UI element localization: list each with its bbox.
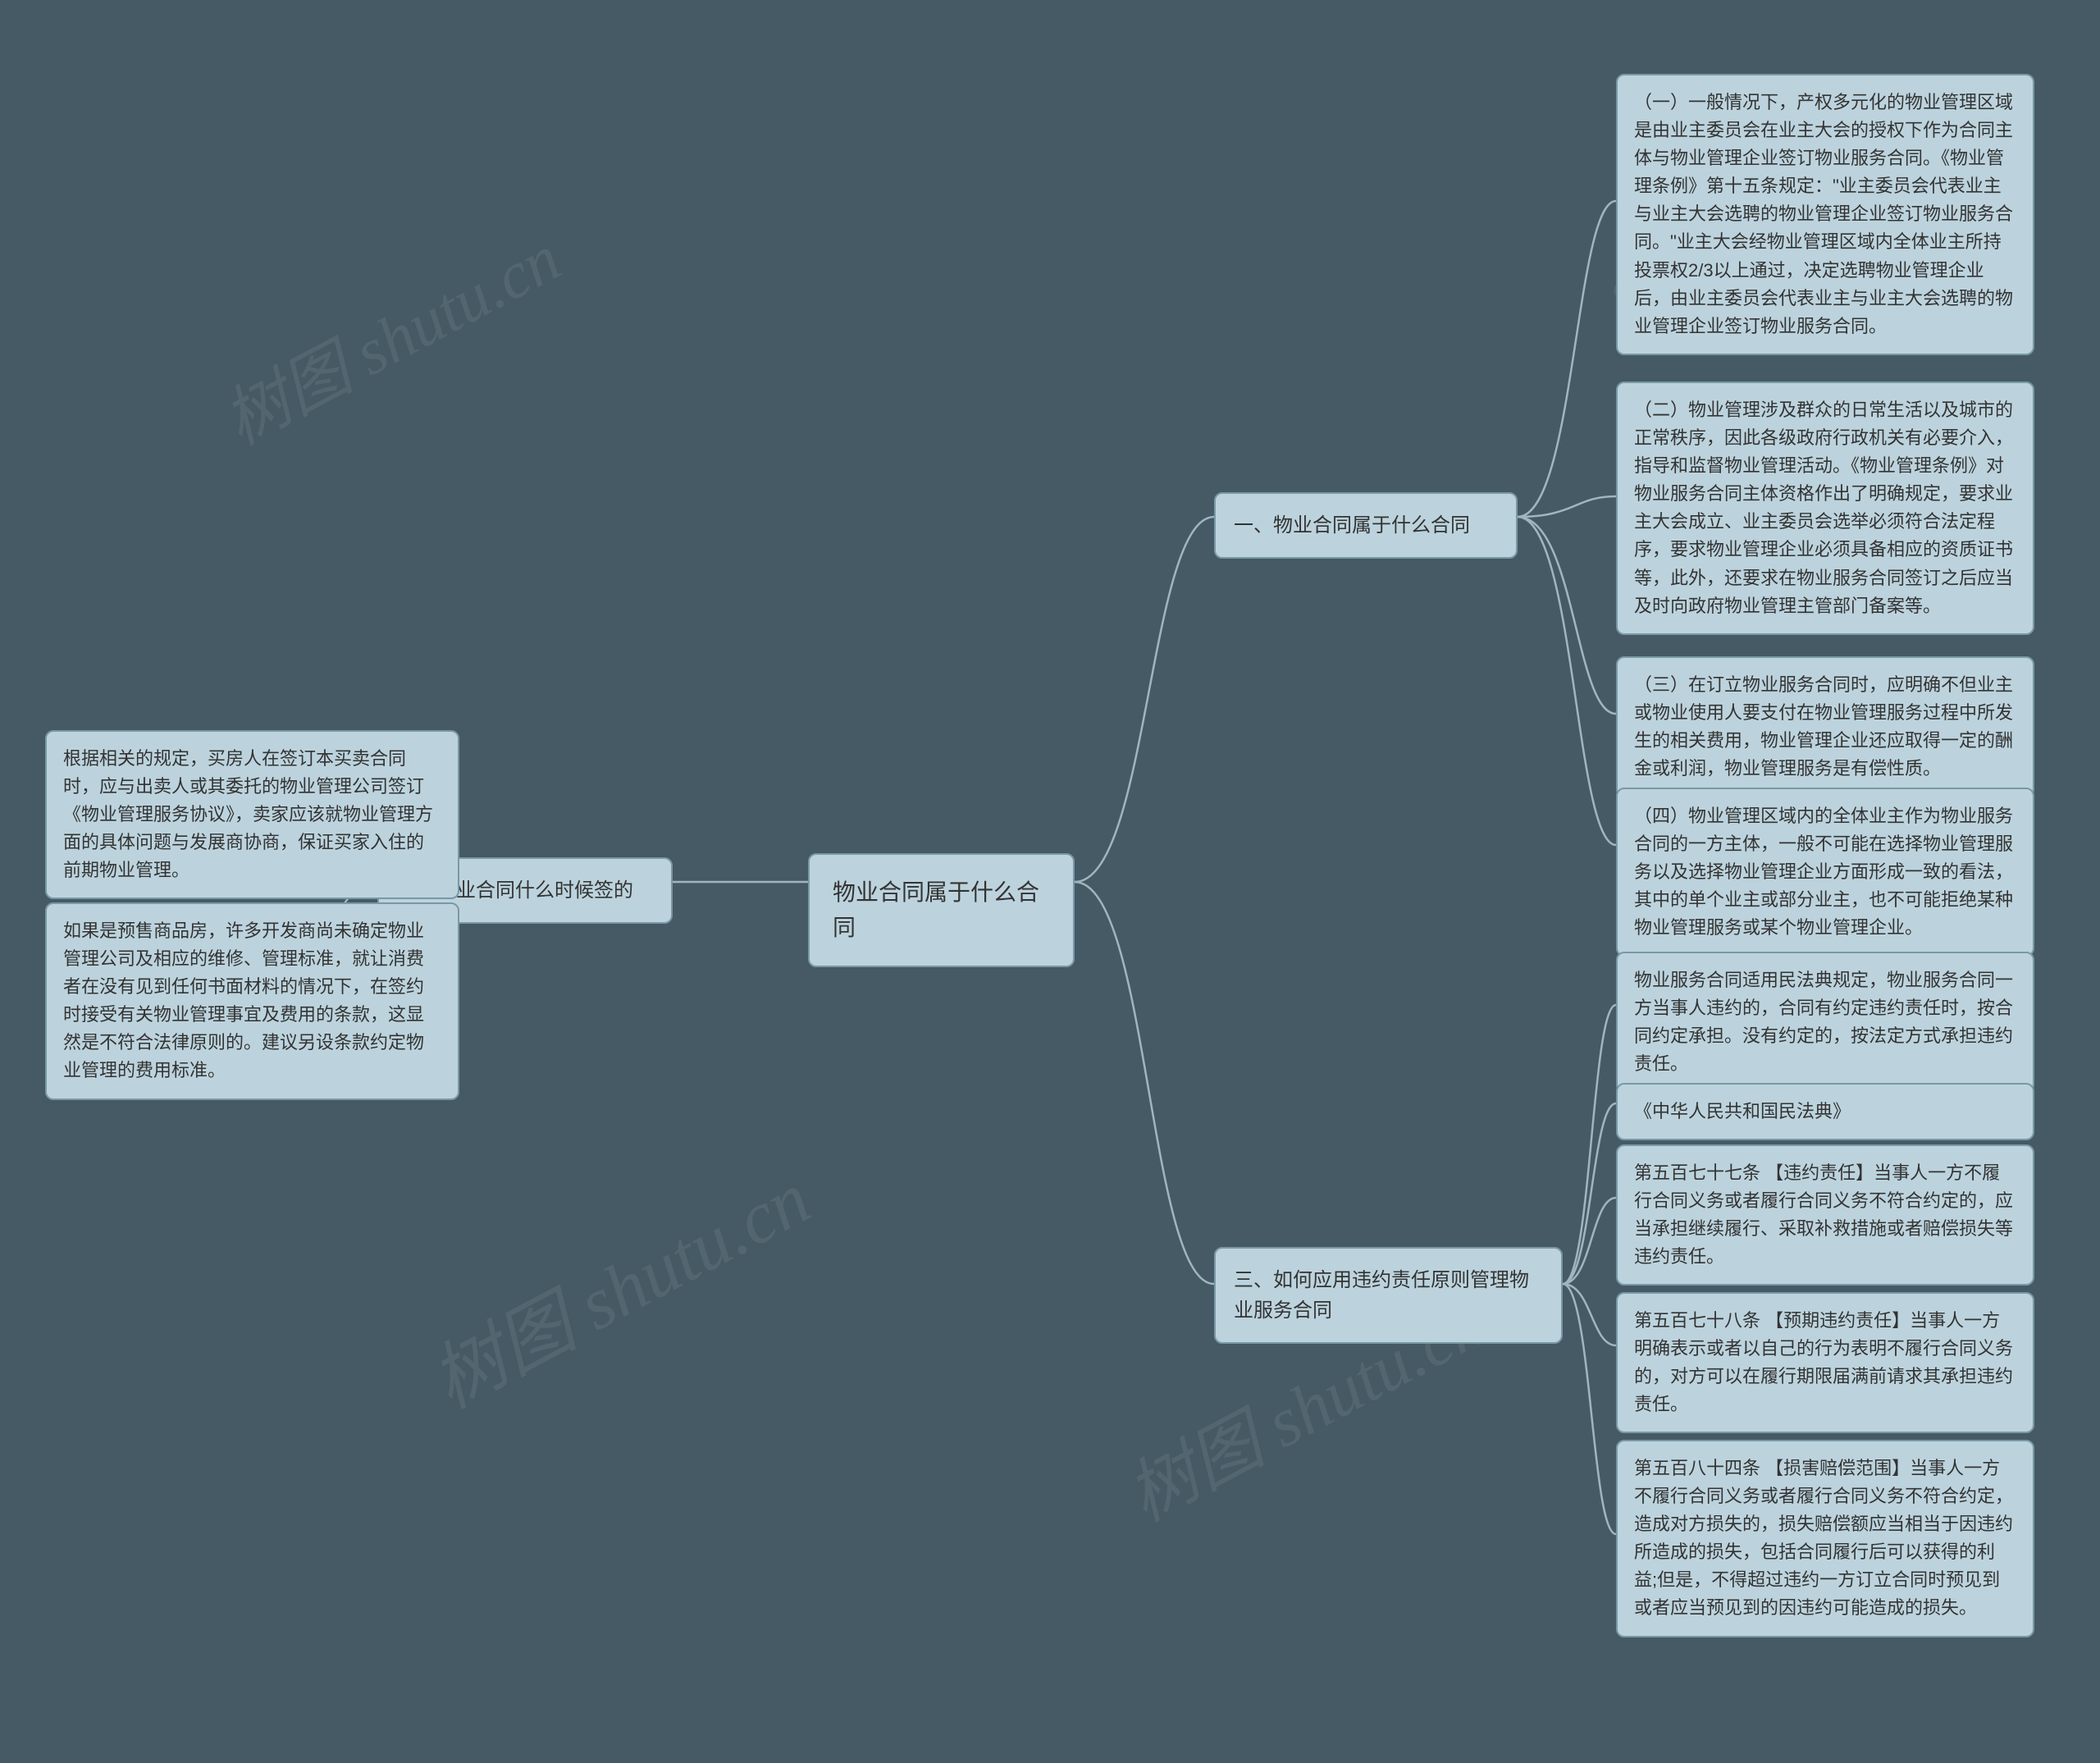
watermark: 树图 shutu.cn xyxy=(409,1140,825,1428)
leaf-3-5: 第五百八十四条 【损害赔偿范围】当事人一方不履行合同义务或者履行合同义务不符合约… xyxy=(1616,1440,2034,1637)
watermark: 树图 shutu.cn xyxy=(204,206,574,463)
leaf-2-2: 如果是预售商品房，许多开发商尚未确定物业管理公司及相应的维修、管理标准，就让消费… xyxy=(45,902,459,1100)
leaf-1-3: （三）在订立物业服务合同时，应明确不但业主或物业使用人要支付在物业管理服务过程中… xyxy=(1616,656,2034,797)
leaf-3-2: 《中华人民共和国民法典》 xyxy=(1616,1083,2034,1140)
root-node: 物业合同属于什么合同 xyxy=(808,853,1075,967)
leaf-3-4: 第五百七十八条 【预期违约责任】当事人一方明确表示或者以自己的行为表明不履行合同… xyxy=(1616,1292,2034,1433)
branch-1: 一、物业合同属于什么合同 xyxy=(1214,492,1518,559)
leaf-3-1: 物业服务合同适用民法典规定，物业服务合同一方当事人违约的，合同有约定违约责任时，… xyxy=(1616,952,2034,1093)
leaf-1-1: （一）一般情况下，产权多元化的物业管理区域是由业主委员会在业主大会的授权下作为合… xyxy=(1616,74,2034,355)
leaf-3-3: 第五百七十七条 【违约责任】当事人一方不履行合同义务或者履行合同义务不符合约定的… xyxy=(1616,1144,2034,1286)
leaf-1-2: （二）物业管理涉及群众的日常生活以及城市的正常秩序，因此各级政府行政机关有必要介… xyxy=(1616,381,2034,635)
branch-3: 三、如何应用违约责任原则管理物业服务合同 xyxy=(1214,1247,1563,1344)
leaf-1-4: （四）物业管理区域内的全体业主作为物业服务合同的一方主体，一般不可能在选择物业管… xyxy=(1616,788,2034,957)
leaf-2-1: 根据相关的规定，买房人在签订本买卖合同时，应与出卖人或其委托的物业管理公司签订《… xyxy=(45,730,459,899)
